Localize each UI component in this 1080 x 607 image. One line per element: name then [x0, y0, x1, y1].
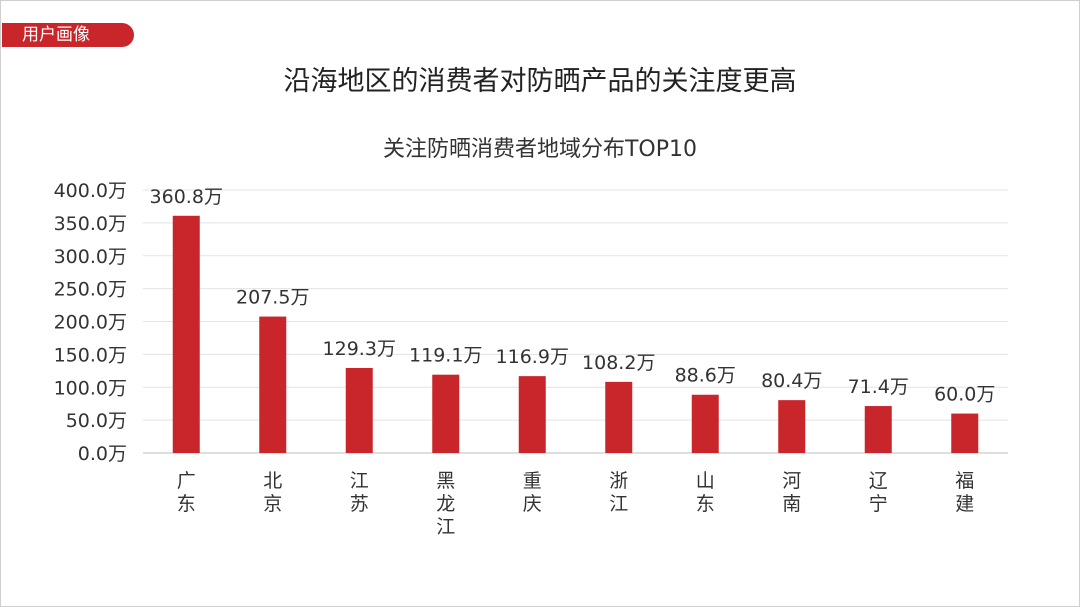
bar — [518, 376, 546, 453]
gridlines — [143, 189, 1008, 454]
bar — [778, 400, 806, 453]
x-tick-label: 重庆 — [523, 470, 542, 515]
x-tick-label: 山东 — [696, 470, 715, 515]
bar-value-label: 60.0万 — [934, 384, 995, 406]
x-tick-label: 黑龙江 — [436, 470, 455, 538]
bar-value-label: 360.8万 — [150, 186, 223, 208]
x-tick-label: 江苏 — [350, 470, 369, 515]
y-tick-label: 50.0万 — [66, 410, 127, 432]
bar-value-label: 207.5万 — [236, 287, 309, 309]
x-tick-label: 浙江 — [609, 470, 628, 515]
y-axis: 0.0万 50.0万 100.0万 150.0万 200.0万 250.0万 300.0万 3… — [54, 180, 127, 465]
x-tick-label: 河南 — [782, 470, 801, 515]
section-badge-label: 用户画像 — [22, 25, 90, 45]
bar-value-label: 108.2万 — [582, 352, 655, 374]
y-tick-label: 150.0万 — [54, 344, 127, 366]
y-tick-label: 200.0万 — [54, 312, 127, 334]
bar — [864, 406, 892, 453]
bar-value-label: 129.3万 — [323, 338, 396, 360]
bar — [691, 394, 719, 453]
bar — [951, 413, 979, 453]
chart-title: 关注防晒消费者地域分布TOP10 — [383, 137, 697, 162]
data-labels: 360.8万 207.5万 129.3万 119.1万 116.9万 108.2万 88.6… — [150, 186, 996, 406]
bar-value-label: 80.4万 — [761, 370, 822, 392]
bar-value-label: 119.1万 — [409, 345, 482, 367]
bars — [172, 215, 979, 453]
y-tick-label: 400.0万 — [54, 180, 127, 202]
bar-value-label: 116.9万 — [496, 346, 569, 368]
bar — [432, 374, 460, 453]
x-tick-label: 广东 — [177, 470, 196, 515]
x-tick-label: 福建 — [955, 470, 974, 515]
y-tick-label: 250.0万 — [54, 279, 127, 301]
x-tick-label: 辽宁 — [869, 470, 888, 515]
bar-value-label: 88.6万 — [675, 365, 736, 387]
bar-value-label: 71.4万 — [848, 376, 909, 398]
bar — [605, 381, 633, 453]
page-title: 沿海地区的消费者对防晒产品的关注度更高 — [283, 66, 797, 97]
y-tick-label: 350.0万 — [54, 213, 127, 235]
x-axis: 广东 北京 江苏 黑龙江 重庆 浙江 山东 河南 辽宁 福建 — [177, 470, 975, 538]
y-tick-label: 300.0万 — [54, 246, 127, 268]
y-tick-label: 100.0万 — [54, 377, 127, 399]
bar — [172, 215, 200, 453]
y-tick-label: 0.0万 — [78, 443, 127, 465]
x-tick-label: 北京 — [263, 470, 282, 515]
bar — [345, 367, 373, 453]
bar — [259, 316, 287, 453]
section-badge: 用户画像 — [2, 23, 134, 47]
